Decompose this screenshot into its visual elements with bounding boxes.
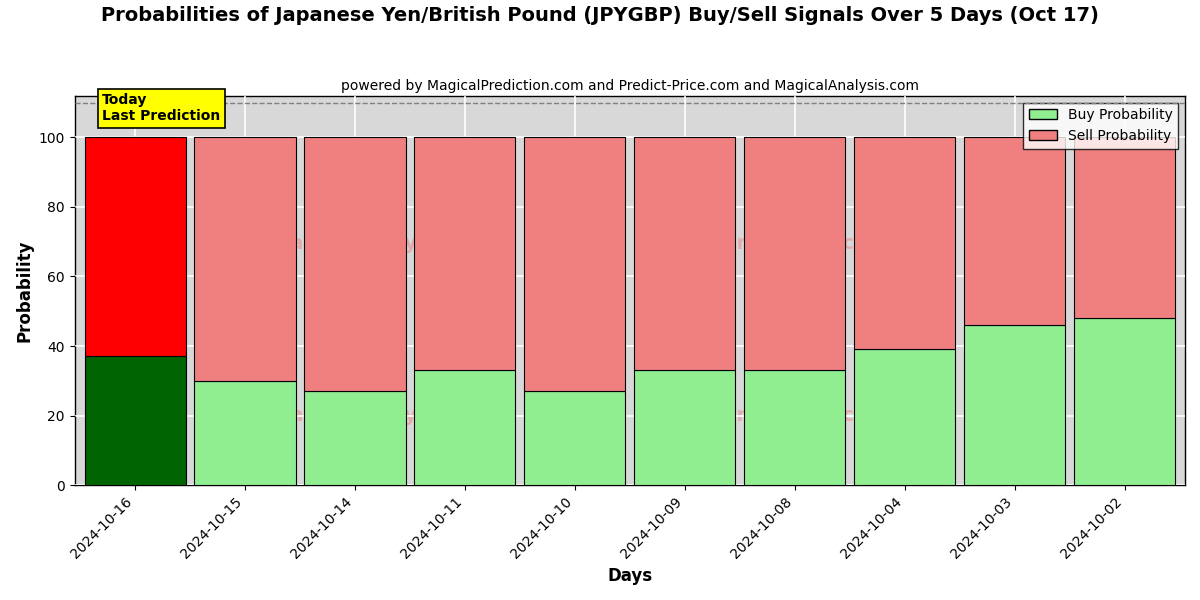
- Y-axis label: Probability: Probability: [16, 239, 34, 341]
- Bar: [1074, 318, 1175, 485]
- Bar: [964, 325, 1066, 485]
- Bar: [84, 137, 186, 356]
- Text: MagicalPrediction.com: MagicalPrediction.com: [638, 234, 888, 253]
- Text: MagicalAnalysis.com: MagicalAnalysis.com: [271, 406, 499, 425]
- Bar: [524, 391, 625, 485]
- Bar: [744, 137, 845, 370]
- Text: MagicalPrediction.com: MagicalPrediction.com: [638, 406, 888, 425]
- Bar: [854, 349, 955, 485]
- Bar: [414, 137, 516, 370]
- Bar: [964, 137, 1066, 325]
- Title: powered by MagicalPrediction.com and Predict-Price.com and MagicalAnalysis.com: powered by MagicalPrediction.com and Pre…: [341, 79, 919, 93]
- Text: MagicalAnalysis.com: MagicalAnalysis.com: [271, 234, 499, 253]
- Bar: [194, 137, 295, 381]
- Bar: [524, 137, 625, 391]
- Bar: [305, 391, 406, 485]
- Bar: [635, 370, 736, 485]
- Bar: [1074, 137, 1175, 318]
- Bar: [744, 370, 845, 485]
- Bar: [305, 137, 406, 391]
- Bar: [635, 137, 736, 370]
- Text: Probabilities of Japanese Yen/British Pound (JPYGBP) Buy/Sell Signals Over 5 Day: Probabilities of Japanese Yen/British Po…: [101, 6, 1099, 25]
- Bar: [84, 356, 186, 485]
- Text: Today
Last Prediction: Today Last Prediction: [102, 93, 221, 124]
- Bar: [194, 381, 295, 485]
- Legend: Buy Probability, Sell Probability: Buy Probability, Sell Probability: [1024, 103, 1178, 149]
- Bar: [854, 137, 955, 349]
- Bar: [414, 370, 516, 485]
- X-axis label: Days: Days: [607, 567, 653, 585]
